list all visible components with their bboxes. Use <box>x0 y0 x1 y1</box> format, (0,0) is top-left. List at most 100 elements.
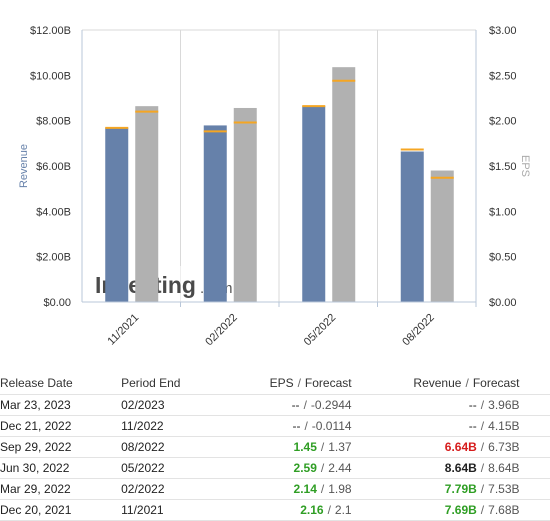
period-end-cell: 02/2022 <box>110 478 215 500</box>
right-tick-label: $2.50 <box>489 70 517 82</box>
period-end-cell: 05/2022 <box>110 457 215 479</box>
left-tick-label: $0.00 <box>43 297 71 309</box>
table-header-row: Release Date Period End EPS / Forecast Rev… <box>0 372 550 395</box>
revenue-separator: / <box>480 503 485 517</box>
eps-forecast: -0.0114 <box>311 419 352 433</box>
right-tick-label: $1.00 <box>489 206 517 218</box>
header-eps-sep: / <box>297 376 301 390</box>
right-tick-label: $0.50 <box>489 252 517 264</box>
revenue-separator: / <box>480 440 485 454</box>
left-tick-label: $8.00B <box>36 116 71 128</box>
revenue-cell: 7.79B/7.53B <box>351 478 520 500</box>
right-tick-label: $1.50 <box>489 161 517 173</box>
eps-actual: 2.59 <box>293 461 317 475</box>
eps-separator: / <box>320 440 325 454</box>
left-tick-label: $4.00B <box>36 206 71 218</box>
table-row: Sep 29, 2022 08/2022 1.45/1.37 6.64B/6.73B <box>0 436 550 458</box>
eps-bar <box>135 106 159 302</box>
eps-actual: -- <box>292 419 301 433</box>
eps-bar <box>332 67 356 302</box>
revenue-cell: --/4.15B <box>351 415 520 437</box>
left-tick-label: $12.00B <box>30 25 71 37</box>
header-eps[interactable]: EPS / Forecast <box>214 372 352 395</box>
period-end-cell: 11/2022 <box>110 415 215 437</box>
table-row: Mar 29, 2022 02/2022 2.14/1.98 7.79B/7.53B <box>0 478 550 500</box>
release-date-cell: Dec 20, 2021 <box>0 499 111 521</box>
period-end-cell: 08/2022 <box>110 436 215 458</box>
right-tick-label: $3.00 <box>489 25 517 37</box>
eps-actual: -- <box>291 398 300 412</box>
table-row: Mar 23, 2023 02/2023 -- / -0.2944 --/3.96B <box>0 394 550 416</box>
revenue-bar <box>105 127 129 303</box>
revenue-separator: / <box>480 461 485 475</box>
revenue-bar <box>400 151 424 302</box>
revenue-actual: 7.69B <box>444 503 477 517</box>
revenue-separator: / <box>480 419 485 433</box>
eps-forecast: 2.1 <box>334 503 352 517</box>
eps-cell: 2.59/2.44 <box>214 457 352 479</box>
earnings-chart: Investing .com 11/202102/202205/202208/2… <box>18 25 531 345</box>
eps-actual: 1.45 <box>293 440 317 454</box>
revenue-cell: 8.64B/8.64B <box>351 457 520 479</box>
eps-separator: / <box>304 419 308 433</box>
revenue-actual: 8.64B <box>444 461 477 475</box>
gap-cell <box>519 457 550 479</box>
header-release-date[interactable]: Release Date <box>0 376 73 390</box>
revenue-cell: --/3.96B <box>351 394 520 416</box>
table-body: Mar 23, 2023 02/2023 -- / -0.2944 --/3.96B Dec… <box>0 394 550 521</box>
eps-cell: 2.16/2.1 <box>214 499 352 521</box>
right-tick-label: $2.00 <box>489 116 517 128</box>
release-date-cell: Mar 29, 2022 <box>0 478 111 500</box>
header-revenue[interactable]: Revenue / Forecast <box>352 372 520 395</box>
revenue-actual: -- <box>468 398 477 412</box>
right-tick-label: $0.00 <box>489 297 517 309</box>
revenue-actual: 6.64B <box>444 440 477 454</box>
bars <box>105 67 454 303</box>
gap-cell <box>519 499 550 521</box>
x-tick-label: 08/2022 <box>400 312 437 345</box>
left-tick-label: $10.00B <box>30 70 71 82</box>
gap-cell <box>519 415 550 437</box>
left-axis-title: Revenue <box>18 144 30 188</box>
revenue-forecast: 4.15B <box>488 419 520 433</box>
eps-forecast: 1.37 <box>328 440 352 454</box>
header-revenue-label: Revenue <box>413 376 462 390</box>
header-eps-forecast: Forecast <box>304 376 352 390</box>
eps-separator: / <box>320 461 325 475</box>
revenue-separator: / <box>480 398 485 412</box>
header-gap <box>520 372 550 395</box>
revenue-forecast: 7.68B <box>488 503 520 517</box>
period-end-cell: 11/2021 <box>110 499 215 521</box>
header-eps-label: EPS <box>269 376 294 390</box>
x-tick-label: 02/2022 <box>203 312 240 345</box>
gap-cell <box>519 436 550 458</box>
gap-cell <box>519 394 550 416</box>
revenue-forecast: 3.96B <box>488 398 520 412</box>
table-row: Dec 20, 2021 11/2021 2.16/2.1 7.69B/7.68B <box>0 499 550 521</box>
eps-forecast: 2.44 <box>328 461 352 475</box>
eps-cell: -- / -0.0114 <box>214 415 352 437</box>
revenue-forecast: 8.64B <box>488 461 520 475</box>
revenue-forecast: 7.53B <box>488 482 520 496</box>
eps-separator: / <box>303 398 307 412</box>
left-tick-label: $6.00B <box>36 161 71 173</box>
revenue-bar <box>203 125 227 302</box>
eps-bar <box>233 107 257 303</box>
table-row: Dec 21, 2022 11/2022 -- / -0.0114 --/4.15B <box>0 415 550 437</box>
revenue-separator: / <box>480 482 485 496</box>
eps-forecast: 1.98 <box>328 482 352 496</box>
eps-cell: -- / -0.2944 <box>214 394 352 416</box>
eps-forecast: -0.2944 <box>310 398 352 412</box>
release-date-cell: Sep 29, 2022 <box>0 436 111 458</box>
header-revenue-forecast: Forecast <box>472 376 520 390</box>
revenue-cell: 6.64B/6.73B <box>351 436 520 458</box>
eps-separator: / <box>320 482 325 496</box>
header-period-end[interactable]: Period End <box>121 376 181 390</box>
eps-separator: / <box>327 503 331 517</box>
earnings-table: Release Date Period End EPS / Forecast Rev… <box>0 372 550 521</box>
revenue-bar <box>302 106 326 302</box>
eps-actual: 2.14 <box>293 482 317 496</box>
x-tick-label: 05/2022 <box>302 312 339 345</box>
eps-actual: 2.16 <box>300 503 324 517</box>
header-revenue-sep: / <box>465 376 469 390</box>
